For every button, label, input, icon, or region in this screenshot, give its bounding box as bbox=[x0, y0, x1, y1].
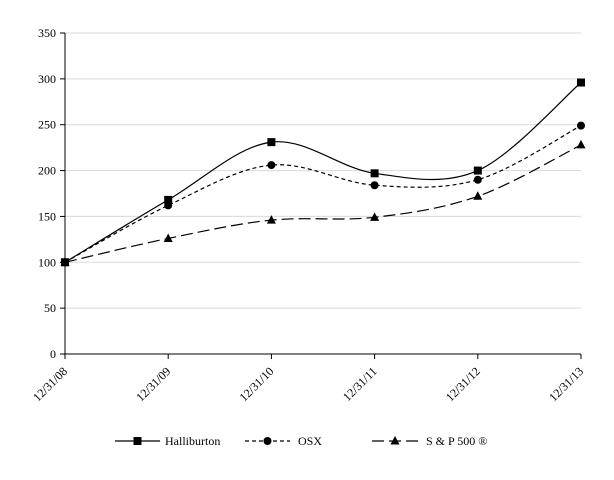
y-tick-label: 50 bbox=[44, 301, 56, 315]
legend-label: OSX bbox=[298, 434, 322, 448]
series-lines bbox=[64, 82, 582, 263]
x-tick-label: 12/31/09 bbox=[133, 364, 173, 404]
data-point-triangle bbox=[266, 215, 276, 224]
data-point-square bbox=[370, 169, 379, 178]
data-point-square bbox=[164, 195, 173, 204]
data-point-triangle bbox=[370, 212, 380, 221]
legend-label: Halliburton bbox=[165, 434, 220, 448]
data-point-triangle bbox=[473, 191, 483, 200]
axes bbox=[64, 33, 581, 355]
data-point-square bbox=[577, 78, 585, 87]
series-markers bbox=[60, 78, 586, 267]
series-line-triangle bbox=[64, 144, 582, 263]
y-tick-label: 350 bbox=[38, 26, 56, 40]
x-tick-label: 12/31/10 bbox=[236, 364, 276, 404]
legend-label: S & P 500 ® bbox=[426, 434, 487, 448]
y-tick-label: 150 bbox=[38, 209, 56, 223]
gridlines bbox=[65, 32, 581, 309]
data-point-square bbox=[473, 166, 482, 175]
series-line-circle bbox=[64, 125, 582, 263]
legend-square-marker bbox=[133, 437, 142, 445]
series-line-square bbox=[64, 82, 582, 263]
data-point-circle bbox=[577, 121, 585, 130]
legend-item: Halliburton bbox=[115, 434, 220, 448]
data-point-circle bbox=[267, 161, 276, 170]
y-tick-label: 0 bbox=[50, 347, 56, 361]
data-point-triangle bbox=[60, 257, 70, 266]
y-tick-label: 200 bbox=[38, 164, 56, 178]
data-point-triangle bbox=[163, 233, 173, 242]
y-tick-label: 300 bbox=[38, 72, 56, 86]
y-tick-label: 250 bbox=[38, 118, 56, 132]
x-tick-label: 12/31/13 bbox=[546, 364, 586, 404]
y-tick-label: 100 bbox=[38, 255, 56, 269]
legend-item: S & P 500 ® bbox=[372, 434, 487, 448]
data-point-circle bbox=[473, 175, 482, 184]
data-point-triangle bbox=[576, 139, 586, 149]
x-tick-label: 12/31/11 bbox=[340, 364, 380, 404]
y-axis-ticks: 0 50 100 150 200 250 300 350 bbox=[38, 26, 65, 361]
data-point-square bbox=[267, 138, 276, 147]
x-tick-label: 12/31/12 bbox=[443, 364, 483, 404]
data-point-circle bbox=[370, 181, 379, 190]
legend-item: OSX bbox=[245, 434, 322, 448]
legend: Halliburton OSX S & P 500 ® bbox=[115, 434, 487, 448]
legend-triangle-marker bbox=[390, 436, 400, 445]
x-tick-label: 12/31/08 bbox=[30, 364, 70, 404]
data-point-circle bbox=[164, 201, 173, 210]
x-axis-ticks: 12/31/08 12/31/09 12/31/10 12/31/11 12/31/12… bbox=[30, 354, 586, 404]
legend-circle-marker bbox=[263, 437, 272, 445]
